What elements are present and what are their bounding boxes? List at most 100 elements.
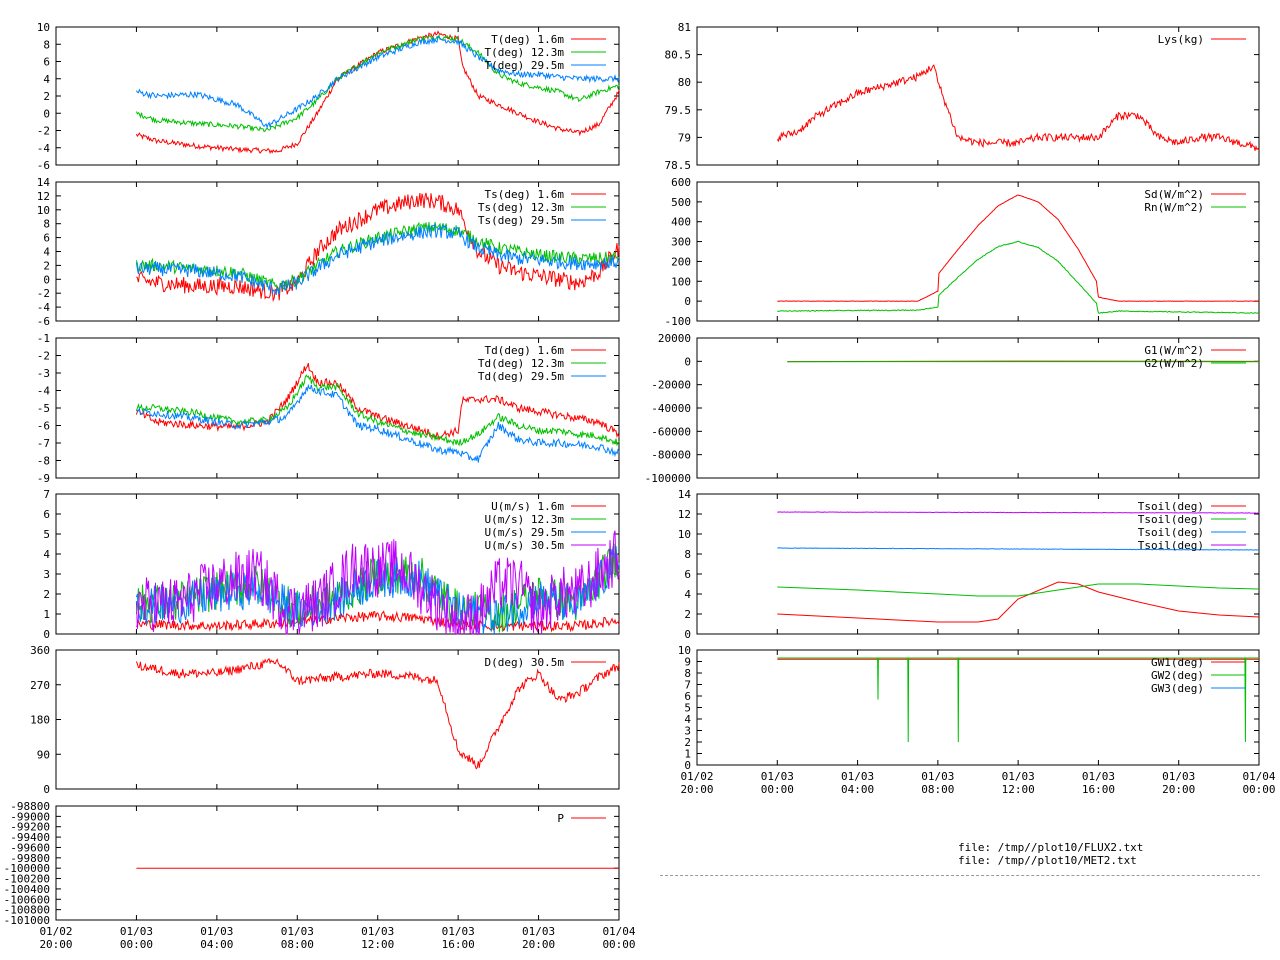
- y-tick-label: 2: [43, 588, 50, 601]
- y-tick-label: -4: [37, 301, 51, 314]
- y-tick-label: -99000: [10, 810, 50, 823]
- y-tick-label: 0: [684, 759, 691, 772]
- y-tick-label: 3: [43, 568, 50, 581]
- y-tick-label: -100800: [4, 904, 50, 917]
- y-tick-label: -20000: [651, 379, 691, 392]
- legend-label: U(m/s) 29.5m: [485, 526, 565, 539]
- legend-label: Ts(deg) 12.3m: [478, 201, 564, 214]
- y-tick-label: -8: [37, 455, 50, 468]
- legend-label: Tsoil(deg): [1138, 539, 1204, 552]
- x-tick-label-time: 20:00: [39, 938, 72, 951]
- file-line-flux: file: /tmp//plot10/FLUX2.txt: [958, 841, 1144, 854]
- series-line: [135, 657, 620, 770]
- y-tick-label: -60000: [651, 425, 691, 438]
- y-tick-label: -80000: [651, 449, 691, 462]
- y-tick-label: -3: [37, 367, 50, 380]
- panel-frame: [55, 805, 620, 921]
- y-tick-label: -101000: [4, 914, 50, 927]
- y-tick-label: -100200: [4, 873, 50, 886]
- series-line: [135, 35, 620, 130]
- y-tick-label: 3: [684, 725, 691, 738]
- y-tick-label: 0: [684, 355, 691, 368]
- y-tick-label: 2: [684, 736, 691, 749]
- panel-groundwater: 01234567891001/0220:0001/0300:0001/0304:…: [678, 644, 1276, 796]
- x-tick-label-date: 01/03: [1162, 770, 1195, 783]
- y-tick-label: 10: [678, 528, 691, 541]
- legend-label: Tsoil(deg): [1138, 526, 1204, 539]
- x-tick-label-time: 16:00: [1082, 783, 1115, 796]
- x-tick-label-date: 01/03: [522, 925, 555, 938]
- y-tick-label: 200: [671, 255, 691, 268]
- y-tick-label: 2: [43, 259, 50, 272]
- y-tick-label: 10: [37, 21, 50, 34]
- y-tick-label: 5: [684, 702, 691, 715]
- y-tick-label: -2: [37, 350, 50, 363]
- series-line: [777, 547, 1260, 551]
- y-tick-label: -7: [37, 437, 50, 450]
- legend-label: GW2(deg): [1151, 669, 1204, 682]
- series-line: [777, 657, 1259, 743]
- x-tick-label-date: 01/03: [281, 925, 314, 938]
- y-tick-label: 8: [684, 548, 691, 561]
- y-tick-label: 0: [684, 295, 691, 308]
- y-tick-label: 1: [684, 748, 691, 761]
- y-tick-label: 12: [37, 190, 50, 203]
- y-tick-label: 20000: [658, 332, 691, 345]
- x-tick-label-date: 01/03: [921, 770, 954, 783]
- y-tick-label: 600: [671, 176, 691, 189]
- y-tick-label: 6: [684, 690, 691, 703]
- y-tick-label: 5: [43, 528, 50, 541]
- y-tick-label: -6: [37, 420, 50, 433]
- dashed-divider: [660, 875, 1260, 876]
- y-tick-label: 0: [43, 783, 50, 796]
- series-line: [777, 581, 1260, 623]
- x-tick-label-date: 01/03: [761, 770, 794, 783]
- file-list: file: /tmp//plot10/FLUX2.txt file: /tmp//…: [958, 841, 1143, 867]
- y-tick-label: 4: [43, 246, 50, 259]
- x-tick-label-time: 00:00: [602, 938, 635, 951]
- series-line: [135, 33, 620, 133]
- series-line: [136, 192, 620, 303]
- y-tick-label: 10: [678, 644, 691, 657]
- legend-label: Ts(deg) 1.6m: [485, 188, 565, 201]
- y-tick-label: 360: [30, 644, 50, 657]
- y-tick-label: -98800: [10, 800, 50, 813]
- y-tick-label: -2: [37, 287, 50, 300]
- panel-frame: [55, 649, 620, 790]
- y-tick-label: -99200: [10, 821, 50, 834]
- y-tick-label: 6: [43, 56, 50, 69]
- series-line: [135, 223, 620, 296]
- y-tick-label: -5: [37, 402, 50, 415]
- legend-label: GW1(deg): [1151, 656, 1204, 669]
- y-tick-label: 8: [43, 38, 50, 51]
- x-tick-label-date: 01/03: [200, 925, 233, 938]
- series-line: [135, 530, 620, 636]
- y-tick-label: -99400: [10, 831, 50, 844]
- y-tick-label: -100400: [4, 883, 50, 896]
- y-tick-label: 2: [43, 90, 50, 103]
- y-tick-label: 0: [43, 107, 50, 120]
- legend-label: U(m/s) 1.6m: [491, 500, 564, 513]
- y-tick-label: 1: [43, 608, 50, 621]
- y-tick-label: 0: [43, 273, 50, 286]
- y-tick-label: 80: [678, 76, 691, 89]
- x-tick-label-date: 01/03: [841, 770, 874, 783]
- series-line: [135, 610, 620, 633]
- y-tick-label: 7: [684, 679, 691, 692]
- x-tick-label-date: 01/03: [442, 925, 475, 938]
- y-tick-label: 4: [684, 713, 691, 726]
- y-tick-label: 6: [43, 508, 50, 521]
- x-tick-label-time: 00:00: [120, 938, 153, 951]
- legend-label: G1(W/m^2): [1144, 344, 1204, 357]
- panel-wind-direction: 0 90 180 270 360 D(deg) 30.5m: [30, 644, 620, 796]
- y-tick-label: 90: [37, 748, 50, 761]
- x-tick-label-time: 12:00: [361, 938, 394, 951]
- panel-wind-speed: 0 1 2 3 4 5 6 7 U(m/s) 1.6mU(m/s) 12.3mU(m/s) 29…: [43, 488, 620, 641]
- legend-label: Sd(W/m^2): [1144, 188, 1204, 201]
- legend-label: G2(W/m^2): [1144, 357, 1204, 370]
- legend-label: Tsoil(deg): [1138, 500, 1204, 513]
- y-tick-label: -2: [37, 125, 50, 138]
- y-tick-label: 300: [671, 236, 691, 249]
- legend-label: T(deg) 12.3m: [485, 46, 565, 59]
